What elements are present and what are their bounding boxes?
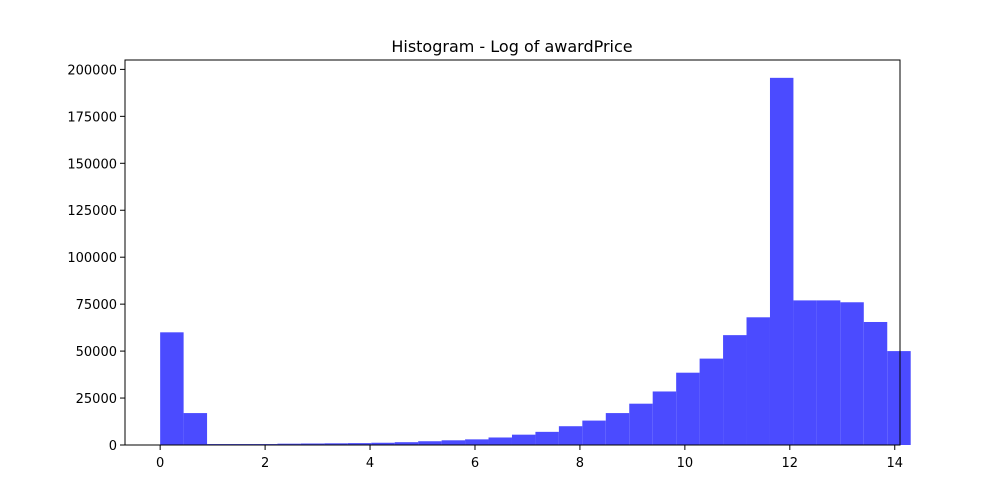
- histogram-bar: [511, 434, 536, 445]
- x-tick-label: 6: [471, 456, 479, 471]
- y-tick-label: 125000: [67, 204, 117, 219]
- y-tick-label: 0: [109, 439, 117, 454]
- histogram-bar: [840, 302, 864, 445]
- histogram-bar: [816, 300, 841, 445]
- x-tick-label: 14: [886, 456, 903, 471]
- histogram-bar: [324, 443, 348, 445]
- histogram-bar: [746, 317, 770, 445]
- histogram-bar: [769, 77, 794, 445]
- y-tick-label: 150000: [67, 157, 117, 172]
- histogram-bar: [652, 391, 677, 445]
- histogram-bar: [441, 440, 466, 445]
- y-tick-label: 75000: [76, 298, 117, 313]
- histogram-bar: [605, 413, 630, 445]
- histogram-bar: [394, 442, 419, 445]
- histogram-bar: [300, 443, 325, 445]
- y-tick-label: 200000: [67, 63, 117, 78]
- chart-title: Histogram - Log of awardPrice: [391, 37, 632, 56]
- histogram-bar: [183, 413, 208, 445]
- histogram-bar: [676, 372, 700, 445]
- x-axis: 0 2 4 6 8 10 12 14: [156, 445, 903, 471]
- histogram-bar: [277, 443, 301, 445]
- y-tick-label: 100000: [67, 251, 117, 266]
- histogram-bar: [887, 351, 911, 445]
- histogram-bar: [699, 358, 724, 445]
- histogram-bar: [160, 332, 184, 445]
- histogram-bar: [488, 437, 512, 445]
- histogram-bar: [582, 420, 606, 445]
- x-tick-label: 2: [261, 456, 269, 471]
- histogram-bar: [629, 403, 653, 445]
- x-tick-label: 4: [366, 456, 374, 471]
- histogram-bar: [558, 426, 583, 445]
- x-tick-label: 10: [677, 456, 694, 471]
- histogram-bar: [793, 300, 817, 445]
- histogram-bar: [418, 441, 442, 445]
- histogram-bar: [465, 439, 489, 445]
- histogram-bar: [371, 442, 395, 445]
- histogram-bar: [863, 321, 888, 445]
- y-tick-label: 50000: [76, 345, 117, 360]
- histogram-bar: [723, 335, 747, 445]
- x-tick-label: 12: [782, 456, 799, 471]
- y-tick-label: 25000: [76, 392, 117, 407]
- plot-frame: [124, 59, 901, 446]
- y-axis: 0 25000 50000 75000 100000 125000 150000 175000…: [67, 63, 125, 454]
- histogram-bar: [347, 443, 372, 445]
- y-tick-label: 175000: [67, 110, 117, 125]
- histogram-bar: [535, 431, 559, 445]
- x-tick-label: 8: [576, 456, 584, 471]
- histogram-bars: [160, 77, 911, 445]
- x-tick-label: 0: [156, 456, 164, 471]
